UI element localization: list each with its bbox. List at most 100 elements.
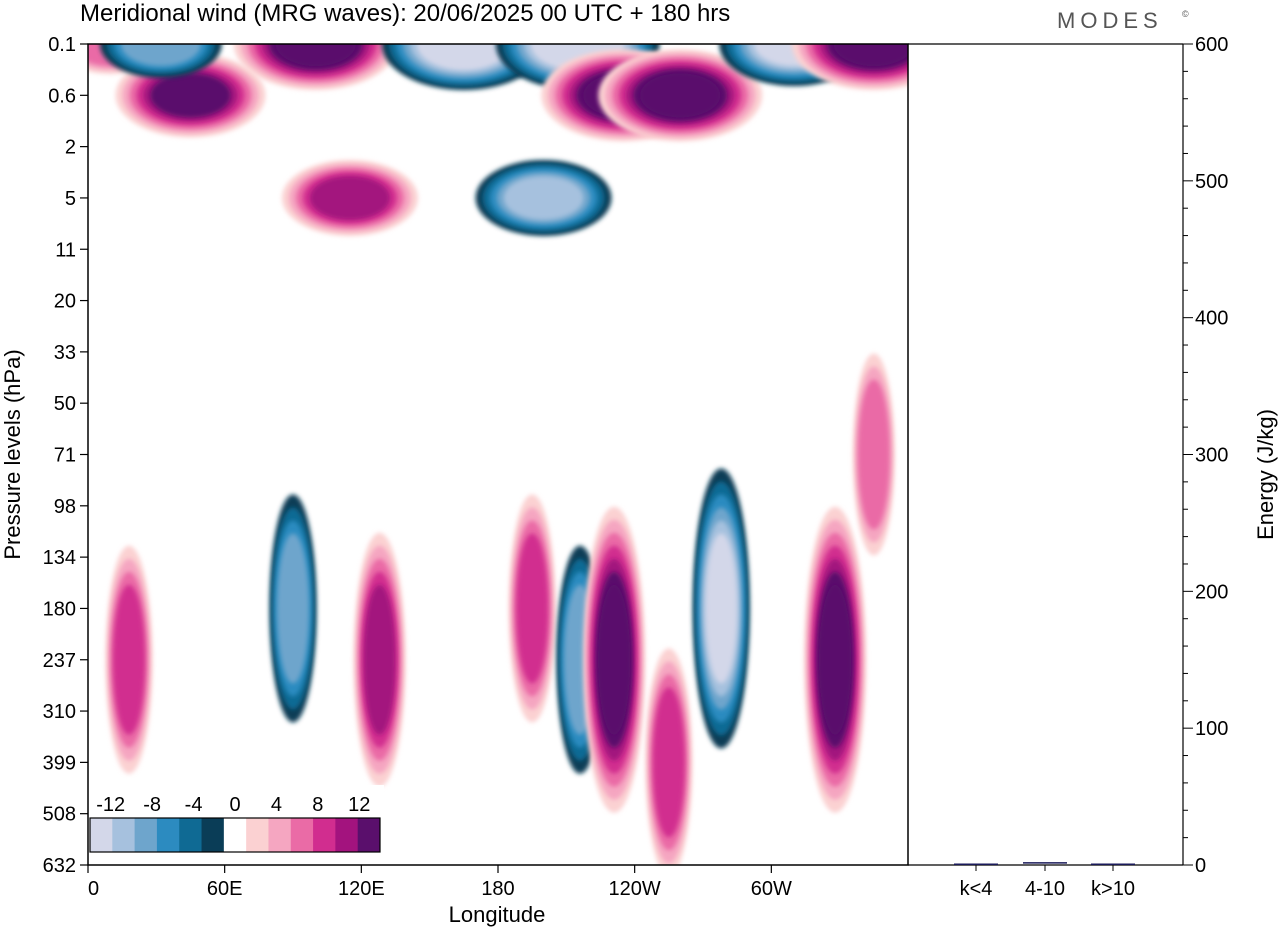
colorbar-label: 0 — [229, 794, 240, 816]
wind-contour-level — [503, 175, 584, 220]
y-tick-label: 50 — [54, 393, 76, 415]
y-tick-label: 310 — [43, 701, 76, 723]
wind-contour-level — [120, 44, 201, 66]
y-tick-label: 237 — [43, 650, 76, 672]
wind-contour-level — [363, 584, 396, 735]
colorbar-frame — [89, 817, 381, 853]
colorbar-swatch — [112, 818, 136, 852]
heatmap-plot-area — [88, 44, 908, 865]
wind-contour-level — [705, 533, 738, 684]
brand-trademark-mark: © — [1182, 9, 1189, 19]
colorbar-swatch — [223, 818, 247, 852]
colorbar-swatch — [134, 818, 158, 852]
wind-contour-level — [819, 584, 852, 735]
wind-anomaly-blob — [791, 44, 908, 90]
colorbar-swatch — [90, 818, 113, 852]
wind-contour-level — [423, 44, 504, 66]
y-tick-label: 33 — [54, 342, 76, 364]
wind-anomaly-blob — [353, 532, 406, 787]
wind-anomaly-blob — [583, 506, 646, 813]
colorbar-swatch — [290, 818, 314, 852]
x-tick-label: 120W — [609, 878, 661, 900]
wind-anomaly-blob — [475, 159, 612, 236]
y-tick-label: 508 — [43, 804, 76, 826]
x-tick-label: 120E — [338, 878, 385, 900]
y-tick-label: 632 — [43, 855, 76, 877]
y-tick-label: 0.6 — [48, 85, 76, 107]
x-tick-label: 180 — [481, 878, 514, 900]
wind-contour-level — [113, 584, 145, 735]
colorbar-label: 12 — [348, 794, 370, 816]
wind-anomaly-blob — [598, 49, 763, 142]
energy-bar — [1091, 863, 1135, 865]
colorbar-swatch — [156, 818, 180, 852]
energy-axis-title: Energy (J/kg) — [1253, 409, 1278, 540]
energy-panel: 0 100 200 300 400 500 600 Energy (J/kg) k<4 4-10 k… — [908, 34, 1278, 900]
colorbar-label: -4 — [185, 794, 203, 816]
wind-field-contours — [88, 44, 908, 865]
x-tick-label: 60E — [207, 878, 243, 900]
wind-contour-level — [652, 687, 685, 838]
colorbar-swatch — [201, 818, 225, 852]
wind-anomaly-blob — [105, 545, 153, 774]
colorbar: -12 -8 -4 0 4 8 12 — [88, 785, 384, 857]
wind-contour-level — [150, 73, 231, 118]
colorbar-label: -12 — [96, 794, 125, 816]
y-tick-label: 5 — [65, 188, 76, 210]
colorbar-swatch — [246, 818, 269, 852]
energy-tick-label: 0 — [1195, 855, 1206, 877]
wind-anomaly-blob — [281, 159, 418, 236]
colorbar-swatch — [268, 818, 292, 852]
wind-anomaly-blob — [269, 494, 317, 723]
wind-anomaly-blob — [233, 44, 398, 90]
energy-tick-label: 600 — [1195, 34, 1228, 56]
colorbar-swatch — [335, 818, 359, 852]
colorbar-label: -8 — [143, 794, 161, 816]
energy-bar — [954, 863, 998, 865]
y-tick-label: 134 — [43, 547, 76, 569]
wind-contour-level — [277, 533, 309, 684]
wind-anomaly-blob — [804, 506, 867, 813]
wind-contour-level — [640, 73, 721, 118]
heatmap-axes: 0.1 0.6 2 5 11 20 33 50 71 98 134 180 237 310 399 508 63… — [0, 34, 909, 927]
y-tick-label: 71 — [54, 445, 76, 467]
colorbar-swatch — [313, 818, 336, 852]
y-tick-label: 98 — [54, 496, 76, 518]
y-tick-label: 2 — [65, 137, 76, 159]
y-axis-title: Pressure levels (hPa) — [0, 349, 25, 559]
y-tick-label: 0.1 — [48, 34, 76, 56]
colorbar-swatch — [179, 818, 203, 852]
wind-contour-level — [857, 379, 890, 530]
energy-tick-label: 400 — [1195, 308, 1228, 330]
wind-contour-level — [516, 533, 549, 684]
energy-tick-label: 100 — [1195, 718, 1228, 740]
brand-logo-text: MODES — [1057, 8, 1163, 33]
wind-anomaly-blob — [381, 44, 546, 90]
wind-contour-level — [275, 44, 356, 66]
energy-tick-label: 200 — [1195, 581, 1228, 603]
x-axis-title: Longitude — [449, 902, 546, 927]
y-tick-label: 399 — [43, 752, 76, 774]
wind-anomaly-blob — [852, 353, 895, 556]
chart-title: Meridional wind (MRG waves): 20/06/2025 … — [80, 0, 731, 27]
wind-anomaly-blob — [692, 468, 750, 749]
energy-tick-label: 500 — [1195, 171, 1228, 193]
wind-anomaly-blob — [645, 648, 693, 865]
energy-tick-label: 300 — [1195, 445, 1228, 467]
x-tick-label: 60W — [751, 878, 792, 900]
energy-category-label: k<4 — [960, 878, 993, 900]
y-tick-label: 20 — [54, 291, 76, 313]
y-tick-label: 11 — [55, 239, 76, 261]
colorbar-label: 8 — [312, 794, 323, 816]
wind-contour-level — [598, 584, 631, 735]
wind-anomaly-blob — [508, 494, 556, 723]
wind-contour-level — [833, 44, 908, 66]
colorbar-label: 4 — [271, 794, 282, 816]
y-tick-label: 180 — [43, 598, 76, 620]
x-tick-label: 0 — [88, 878, 99, 900]
wind-contour-level — [309, 175, 390, 220]
energy-bar — [1023, 862, 1067, 864]
colorbar-swatch — [357, 818, 381, 852]
energy-category-label: 4-10 — [1025, 878, 1065, 900]
